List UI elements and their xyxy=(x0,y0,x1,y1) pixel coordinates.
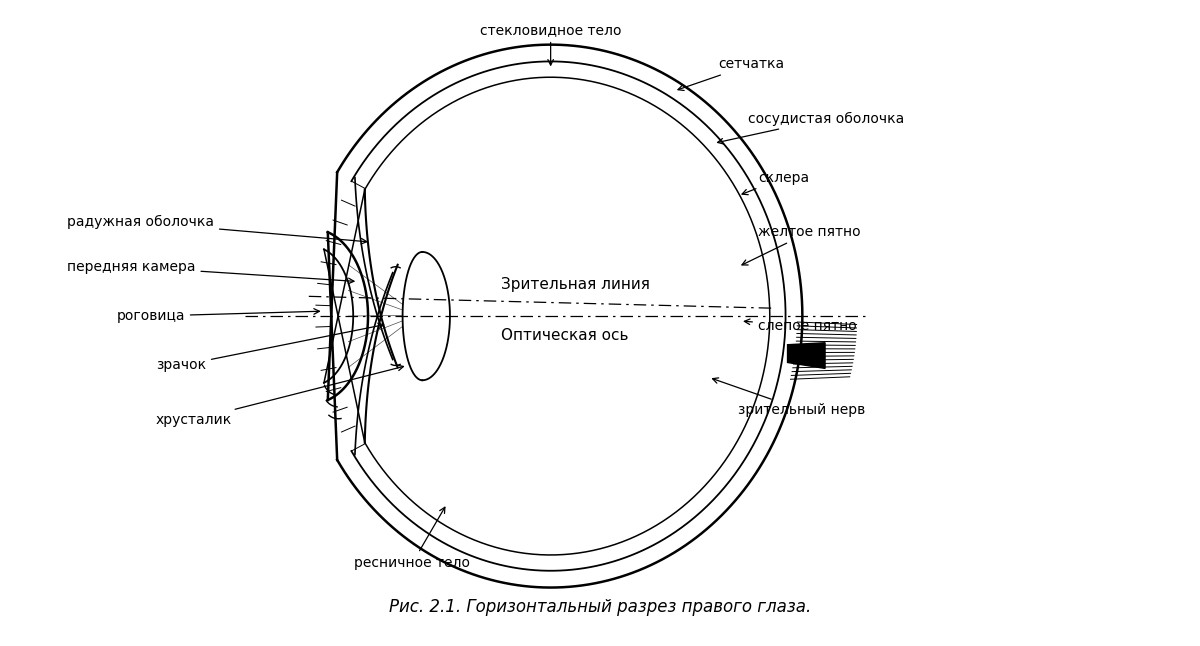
Text: роговица: роговица xyxy=(116,309,319,323)
Text: зрачок: зрачок xyxy=(156,323,384,373)
Text: сетчатка: сетчатка xyxy=(678,57,785,90)
Polygon shape xyxy=(787,343,826,368)
Text: склера: склера xyxy=(742,171,809,194)
Text: слепое пятно: слепое пятно xyxy=(744,319,857,333)
Text: Зрительная линия: Зрительная линия xyxy=(502,277,650,292)
Text: хрусталик: хрусталик xyxy=(156,365,403,427)
Text: желтое пятно: желтое пятно xyxy=(742,225,860,265)
Text: ресничное тело: ресничное тело xyxy=(354,507,470,570)
Text: Рис. 2.1. Горизонтальный разрез правого глаза.: Рис. 2.1. Горизонтальный разрез правого … xyxy=(389,598,811,616)
Text: стекловидное тело: стекловидное тело xyxy=(480,23,622,65)
Text: сосудистая оболочка: сосудистая оболочка xyxy=(718,112,905,144)
Text: зрительный нерв: зрительный нерв xyxy=(713,378,865,417)
Text: Оптическая ось: Оптическая ось xyxy=(502,328,629,343)
Text: радужная оболочка: радужная оболочка xyxy=(67,215,367,244)
Text: передняя камера: передняя камера xyxy=(67,260,354,284)
